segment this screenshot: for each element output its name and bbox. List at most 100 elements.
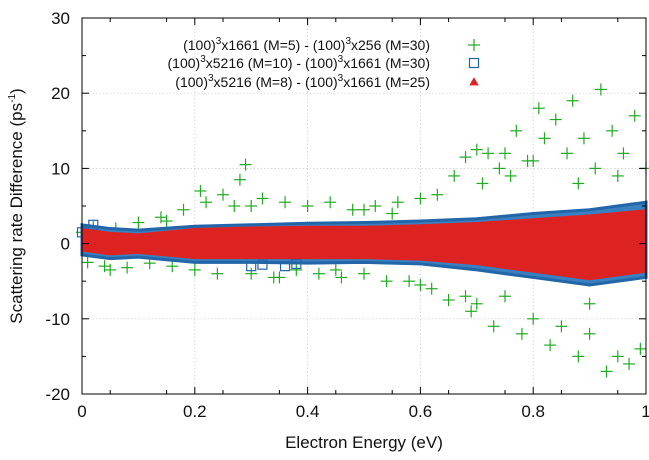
- series1-point: [499, 147, 511, 160]
- series1-point: [301, 200, 314, 212]
- series1-point: [403, 275, 416, 288]
- legend-superscript: 3: [345, 36, 351, 47]
- series1-point: [538, 132, 551, 145]
- x-tick-labels: 0 0.2 0.4 0.6 0.8 1: [77, 402, 649, 421]
- series1-point: [611, 169, 624, 182]
- series1-point: [583, 327, 596, 340]
- series1-point: [256, 192, 269, 205]
- series1-point: [211, 267, 224, 280]
- series1-point: [470, 143, 483, 156]
- series1-point: [380, 275, 393, 288]
- series1-point: [228, 200, 241, 212]
- legend-text-part: (100): [183, 37, 216, 53]
- series1-point: [487, 320, 500, 333]
- legend-superscript: 3: [208, 73, 214, 84]
- y-tick-label: 30: [51, 9, 70, 28]
- series1-point: [312, 267, 325, 280]
- legend-text-part: x256 (M=30): [351, 37, 430, 53]
- y-axis-title-main: Scattering rate Difference (ps: [7, 103, 26, 324]
- y-tick-label: -20: [45, 385, 70, 404]
- series1-point: [594, 83, 607, 96]
- x-tick-label: 1: [641, 402, 649, 421]
- series1-point: [279, 196, 292, 209]
- x-tick-label: 0.8: [521, 402, 545, 421]
- series1-point: [572, 177, 585, 190]
- series1-point: [572, 350, 585, 363]
- series1-point: [425, 282, 438, 295]
- series2-point: [257, 259, 268, 270]
- series1-point: [335, 271, 348, 284]
- series1-point: [493, 162, 506, 175]
- series1-point: [611, 350, 624, 363]
- series1-point: [104, 263, 117, 276]
- series1-point: [132, 216, 145, 229]
- series1-point: [324, 196, 337, 209]
- legend-label-1: (100)3x1661 (M=5) - (100)3x256 (M=30): [183, 36, 430, 53]
- series1-point: [391, 196, 404, 209]
- series2-point: [246, 261, 257, 272]
- legend-superscript: 3: [338, 54, 344, 65]
- series1-point: [606, 124, 619, 137]
- series1-point: [177, 203, 190, 216]
- y-tick-labels: -20 -10 0 10 20 30: [45, 9, 70, 404]
- series1-point: [200, 196, 213, 209]
- series1-point: [617, 147, 630, 160]
- series1-point: [448, 169, 461, 182]
- legend-superscript: 3: [216, 36, 222, 47]
- legend-marker-3: [469, 77, 479, 86]
- series1-point: [121, 261, 134, 274]
- legend-text-part: x1661 (M=25): [343, 74, 430, 90]
- x-tick-label: 0.2: [183, 402, 207, 421]
- series1-point: [459, 151, 472, 164]
- series1-point: [239, 158, 252, 171]
- series1-point: [544, 339, 557, 352]
- series1-point: [346, 203, 359, 216]
- legend-text-part: x1661 (M=5) - (100): [221, 37, 345, 53]
- series1-point: [245, 200, 258, 212]
- series1-point: [470, 297, 483, 310]
- legend-text-part: x5216 (M=8) - (100): [214, 74, 338, 90]
- series1-point: [510, 124, 523, 137]
- series1-point: [329, 263, 342, 276]
- legend-marker-1: [468, 39, 480, 51]
- series1-point: [566, 94, 579, 107]
- y-tick-label: -10: [45, 310, 70, 329]
- series1-point: [442, 294, 455, 306]
- series1-point: [358, 203, 370, 216]
- series2-point: [279, 261, 291, 272]
- series1-point: [233, 173, 246, 186]
- y-axis-title-close: ): [7, 88, 26, 94]
- series1-point: [160, 215, 173, 228]
- legend-text-part: (100): [168, 55, 201, 71]
- legend-marker-2: [468, 57, 480, 69]
- series1-point: [532, 102, 545, 115]
- legend: (100)3x1661 (M=5) - (100)3x256 (M=30)(10…: [168, 36, 480, 90]
- series1-point: [600, 365, 613, 378]
- series1-point: [515, 327, 528, 340]
- series1-point: [583, 297, 596, 310]
- series1-point: [414, 278, 427, 291]
- series1-point: [465, 305, 478, 318]
- x-tick-label: 0: [77, 402, 86, 421]
- series1-point: [386, 207, 399, 220]
- axis-ticks: [81, 17, 647, 395]
- x-axis-title: Electron Energy (eV): [285, 433, 443, 452]
- legend-superscript: 3: [338, 73, 344, 84]
- series1-point: [476, 177, 489, 190]
- series1-point: [431, 188, 444, 201]
- series1-point: [623, 357, 636, 370]
- series1-point: [81, 256, 94, 269]
- series1-point: [459, 290, 472, 303]
- y-axis-title: Scattering rate Difference (ps-1): [7, 88, 26, 323]
- series1-point: [499, 290, 511, 303]
- series1-point: [358, 267, 370, 280]
- series1-point: [628, 109, 641, 122]
- series1-point: [188, 263, 201, 276]
- series1-point: [504, 169, 517, 182]
- series1-point: [166, 260, 179, 273]
- y-tick-label: 10: [51, 159, 70, 178]
- y-axis-title-sup: -1: [7, 94, 18, 103]
- series1-point: [589, 162, 602, 175]
- series1-point: [245, 267, 258, 280]
